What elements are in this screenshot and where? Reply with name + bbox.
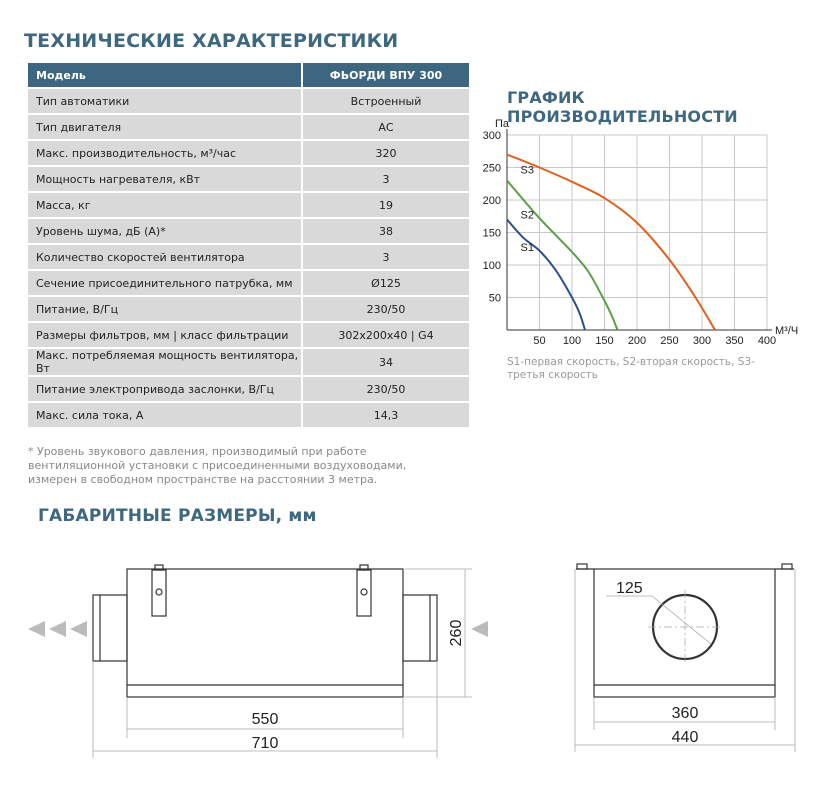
y-tick-label: 150	[483, 228, 501, 240]
x-tick-label: 100	[563, 335, 581, 347]
dim-125: 125	[616, 580, 643, 597]
row-label: Тип автоматики	[28, 89, 301, 113]
footnote: * Уровень звукового давления, производим…	[28, 445, 407, 486]
row-label: Макс. сила тока, А	[28, 403, 301, 427]
y-axis-label: Па	[495, 118, 510, 130]
row-label: Тип двигателя	[28, 115, 301, 139]
dim-440: 440	[672, 729, 699, 746]
mount-bracket	[356, 569, 372, 617]
table-row: Размеры фильтров, мм | класс фильтрации 3…	[28, 323, 469, 347]
row-value: 3	[301, 245, 469, 269]
mount-bracket	[151, 569, 167, 617]
table-row: Макс. производительность, м³/час 320	[28, 141, 469, 165]
row-label: Питание электропривода заслонки, В/Гц	[28, 377, 301, 401]
side-view-drawing: 125 360 440	[574, 563, 796, 752]
specs-title: ТЕХНИЧЕСКИЕ ХАРАКТЕРИСТИКИ	[24, 30, 399, 52]
dim-360: 360	[672, 705, 699, 722]
dim-550: 550	[252, 711, 279, 728]
front-view-drawing: 550 710 260	[28, 564, 488, 758]
row-value: 34	[301, 349, 469, 375]
row-label: Размеры фильтров, мм | класс фильтрации	[28, 323, 301, 347]
x-tick-label: 150	[595, 335, 613, 347]
table-row: Тип двигателя АС	[28, 115, 469, 139]
x-tick-label: 350	[725, 335, 743, 347]
dim-710: 710	[252, 735, 279, 752]
series-label: S3	[521, 164, 534, 176]
y-tick-label: 200	[483, 195, 501, 207]
row-value: Встроенный	[301, 89, 469, 113]
row-label: Макс. производительность, м³/час	[28, 141, 301, 165]
series-label: S2	[521, 209, 534, 221]
table-row: Тип автоматики Встроенный	[28, 89, 469, 113]
table-row: Макс. сила тока, А 14,3	[28, 403, 469, 427]
row-value: 320	[301, 141, 469, 165]
table-row: Питание, В/Гц 230/50	[28, 297, 469, 321]
row-label: Сечение присоединительного патрубка, мм	[28, 271, 301, 295]
table-row: Масса, кг 19	[28, 193, 469, 217]
row-value: Ø125	[301, 271, 469, 295]
x-tick-label: 300	[693, 335, 711, 347]
x-axis-label: М³/Ч	[775, 325, 798, 337]
header-label: Модель	[28, 63, 301, 87]
row-value: 230/50	[301, 377, 469, 401]
row-label: Мощность нагревателя, кВт	[28, 167, 301, 191]
unit-body	[126, 568, 404, 698]
x-tick-label: 200	[628, 335, 646, 347]
table-row: Количество скоростей вентилятора 3	[28, 245, 469, 269]
header-value: ФЬОРДИ ВПУ 300	[301, 63, 469, 87]
series-line-s1	[506, 218, 586, 331]
dim-260: 260	[448, 620, 465, 647]
chart-title: ГРАФИК ПРОИЗВОДИТЕЛЬНОСТИ	[507, 88, 738, 126]
table-row: Мощность нагревателя, кВт 3	[28, 167, 469, 191]
row-value: 302x200x40 | G4	[301, 323, 469, 347]
series-line-s3	[506, 153, 716, 331]
table-row: Уровень шума, дБ (А)* 38	[28, 219, 469, 243]
row-label: Уровень шума, дБ (А)*	[28, 219, 301, 243]
row-label: Масса, кг	[28, 193, 301, 217]
y-tick-label: 50	[489, 293, 501, 305]
chart-legend-note: S1-первая скорость, S2-вторая скорость, …	[507, 356, 755, 381]
series-line-s2	[506, 179, 619, 331]
table-header-row: Модель ФЬОРДИ ВПУ 300	[28, 63, 469, 87]
x-tick-label: 50	[533, 335, 545, 347]
table-row: Сечение присоединительного патрубка, мм Ø…	[28, 271, 469, 295]
x-tick-label: 250	[660, 335, 678, 347]
series-label: S1	[521, 242, 534, 254]
row-value: 3	[301, 167, 469, 191]
y-tick-label: 100	[483, 260, 501, 272]
row-value: 14,3	[301, 403, 469, 427]
specs-table: Модель ФЬОРДИ ВПУ 300 Тип автоматики Встр…	[28, 61, 469, 429]
performance-chart: 50 100 150 200 250 300 350 400 50 100 150 200 250 300…	[483, 118, 799, 347]
row-label: Питание, В/Гц	[28, 297, 301, 321]
row-label: Количество скоростей вентилятора	[28, 245, 301, 269]
table-row: Питание электропривода заслонки, В/Гц 230…	[28, 377, 469, 401]
row-value: АС	[301, 115, 469, 139]
y-tick-label: 300	[483, 130, 501, 142]
dimensions-title: ГАБАРИТНЫЕ РАЗМЕРЫ, мм	[38, 506, 317, 526]
row-value: 230/50	[301, 297, 469, 321]
row-label: Макс. потребляемая мощность вентилятора,…	[28, 349, 301, 375]
row-value: 38	[301, 219, 469, 243]
table-row: Макс. потребляемая мощность вентилятора,…	[28, 349, 469, 375]
row-value: 19	[301, 193, 469, 217]
y-tick-label: 250	[483, 163, 501, 175]
x-tick-label: 400	[758, 335, 776, 347]
airflow-arrows-icon	[28, 621, 488, 637]
